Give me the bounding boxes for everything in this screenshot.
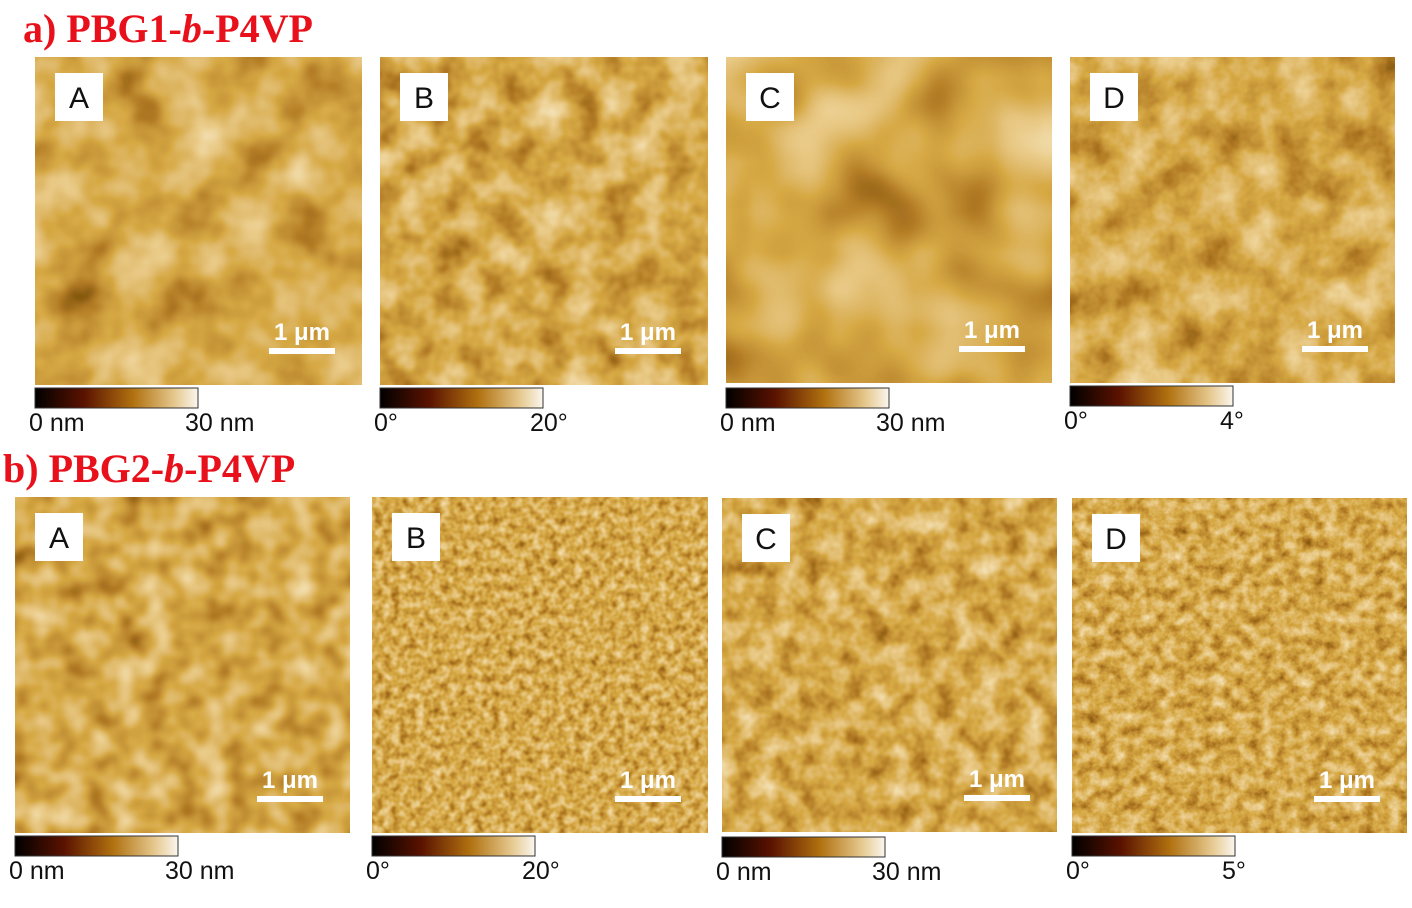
scale-bar [257, 796, 323, 802]
scale-bar-label: 1 μm [964, 317, 1020, 344]
panel-label: C [755, 523, 777, 556]
colorbar-min: 0° [1066, 857, 1090, 885]
panel-label-box [400, 73, 448, 121]
panel-label-box [35, 513, 83, 561]
panel-label-box [55, 73, 103, 121]
panel-label-box [742, 514, 790, 562]
row-title: a) PBG1-b-P4VP [23, 6, 313, 51]
scale-bar [615, 348, 681, 354]
colorbar-max: 30 nm [165, 857, 234, 885]
title-italic: b [182, 6, 202, 51]
title-suffix: -P4VP [202, 6, 313, 51]
row-title: b) PBG2-b-P4VP [3, 446, 295, 491]
scale-bar [959, 346, 1025, 352]
colorbar-min: 0 nm [720, 409, 776, 437]
colorbar-min: 0 nm [716, 858, 772, 886]
colorbar-max: 20° [530, 409, 568, 437]
colorbar [371, 835, 536, 857]
colorbar-min: 0° [366, 857, 390, 885]
colorbar [34, 387, 199, 409]
colorbar-max: 20° [522, 857, 560, 885]
colorbar-max: 30 nm [185, 409, 254, 437]
colorbar [721, 836, 886, 858]
title-prefix: a) PBG1- [23, 6, 182, 51]
panel-label: B [406, 522, 426, 555]
scale-bar-label: 1 μm [262, 767, 318, 794]
title-suffix: -P4VP [184, 446, 295, 491]
colorbar-max: 30 nm [876, 409, 945, 437]
panel-label: A [49, 522, 69, 555]
scale-bar [1314, 796, 1380, 802]
scale-bar-label: 1 μm [1307, 317, 1363, 344]
scale-bar-label: 1 μm [620, 319, 676, 346]
colorbar-max: 4° [1220, 407, 1244, 435]
colorbar [379, 387, 544, 409]
panel-label-box [746, 73, 794, 121]
panel-label-box [1092, 514, 1140, 562]
panel-label: C [759, 82, 781, 115]
title-prefix: b) PBG2- [3, 446, 164, 491]
panel-label: B [414, 82, 434, 115]
panel-label-box [392, 513, 440, 561]
panel-label: D [1103, 82, 1125, 115]
scale-bar [615, 796, 681, 802]
colorbar [725, 387, 890, 409]
colorbar-min: 0 nm [9, 857, 65, 885]
colorbar-min: 0° [1064, 407, 1088, 435]
panel-label-box [1090, 73, 1138, 121]
title-italic: b [164, 446, 184, 491]
scale-bar [269, 348, 335, 354]
panel-label: D [1105, 523, 1127, 556]
colorbar-min: 0 nm [29, 409, 85, 437]
scale-bar-label: 1 μm [1319, 767, 1375, 794]
colorbar-max: 5° [1222, 857, 1246, 885]
scale-bar-label: 1 μm [620, 767, 676, 794]
colorbar-min: 0° [374, 409, 398, 437]
scale-bar-label: 1 μm [274, 319, 330, 346]
panel-label: A [69, 82, 89, 115]
scale-bar [964, 795, 1030, 801]
colorbar-max: 30 nm [872, 858, 941, 886]
colorbar [1069, 385, 1234, 407]
colorbar [14, 835, 179, 857]
scale-bar-label: 1 μm [969, 766, 1025, 793]
scale-bar [1302, 346, 1368, 352]
colorbar [1071, 835, 1236, 857]
